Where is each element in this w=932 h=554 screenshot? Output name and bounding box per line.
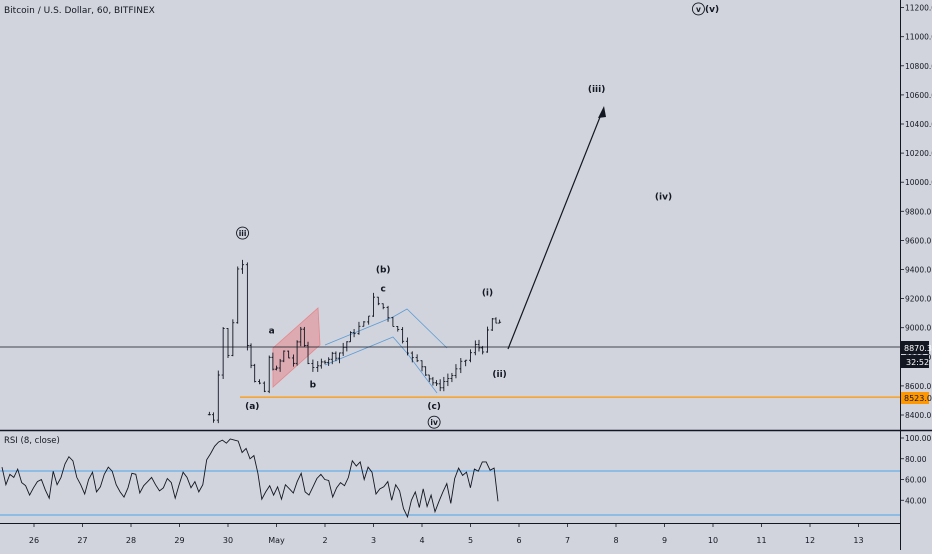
projection-line	[507, 111, 603, 350]
rsi-tick-label: 100.00	[905, 434, 931, 443]
wave-label: (b)	[376, 265, 391, 275]
wave-label: (ii)	[492, 370, 506, 380]
rsi-tick-label: 80.00	[905, 455, 927, 464]
wave-label: c	[381, 284, 386, 294]
countdown-tag-bg	[901, 355, 929, 368]
last-price-tag: 8870.3 32:52	[901, 341, 932, 368]
wave-labels-group: iii (a) a b (b) c (c) iv (i) (ii) (iii) (iv) v (v)	[236, 2, 719, 429]
wave-label: b	[310, 380, 317, 390]
time-tick-label: 2	[322, 536, 327, 545]
rsi-tick-label: 40.00	[905, 496, 927, 505]
time-axis: 26 27 28 29 30 May 2 3 4 5 6 7 8 9 10 11 12 13	[29, 523, 864, 545]
wave-label: (i)	[482, 289, 493, 299]
price-tick-label: 10800.0	[905, 62, 932, 71]
rsi-tick-label: 60.00	[905, 476, 927, 485]
time-tick-label: 3	[371, 536, 376, 545]
time-tick-label: 28	[126, 536, 136, 545]
price-tick-label: 9800.0	[905, 207, 931, 216]
wave-label: (iv)	[655, 193, 672, 203]
rsi-axis: 100.00 80.00 60.00 40.00	[900, 434, 931, 505]
price-tick-label: 9000.0	[905, 324, 931, 333]
price-tick-label: 10000.0	[905, 178, 932, 187]
last-price-tag-bg	[901, 341, 929, 354]
time-tick-label: May	[268, 536, 285, 545]
countdown-text: 32:52	[906, 358, 929, 367]
time-tick-label: 8	[613, 536, 618, 545]
chart-title: Bitcoin / U.S. Dollar, 60, BITFINEX	[4, 6, 155, 16]
time-tick-label: 4	[419, 536, 424, 545]
time-tick-label: 29	[174, 536, 184, 545]
price-tick-label: 10600.0	[905, 91, 932, 100]
price-tick-label: 10400.0	[905, 120, 932, 129]
time-tick-label: 12	[805, 536, 815, 545]
time-tick-label: 10	[708, 536, 718, 545]
wave-label-circle	[427, 415, 441, 429]
time-tick-label: 9	[662, 536, 667, 545]
price-tick-label: 8400.0	[905, 411, 931, 420]
wave-label: v	[696, 5, 701, 14]
wave-label: (iii)	[588, 85, 605, 95]
price-tick-label: 11000.0	[905, 33, 932, 42]
support-tag-bg	[901, 392, 929, 404]
support-tag-text: 8523.0	[904, 394, 932, 403]
wave-label: (v)	[705, 5, 719, 15]
wave-label: (c)	[427, 402, 441, 412]
rsi-line	[1, 438, 499, 519]
time-tick-label: 11	[756, 536, 766, 545]
candles-group	[207, 259, 502, 424]
time-tick-label: 27	[77, 536, 87, 545]
rising-channel	[272, 307, 321, 388]
price-tick-label: 10200.0	[905, 149, 932, 158]
price-tick-label: 11200.0	[905, 4, 932, 13]
time-tick-label: 30	[223, 536, 233, 545]
time-tick-label: 7	[565, 536, 570, 545]
time-tick-label: 13	[853, 536, 863, 545]
wave-label: iv	[430, 418, 438, 427]
price-tick-label: 8600.0	[905, 382, 931, 391]
price-tick-label: 9200.0	[905, 295, 931, 304]
price-tick-label: 9600.0	[905, 236, 931, 245]
wave-label-circle	[236, 226, 250, 240]
triangle-lower	[324, 336, 438, 394]
time-tick-label: 6	[516, 536, 521, 545]
arrow-head	[598, 106, 606, 118]
wave-label: (a)	[245, 402, 259, 412]
wave-label-circle	[692, 2, 705, 16]
wave-label: a	[269, 327, 275, 337]
price-tick-label: 9400.0	[905, 266, 931, 275]
projection-arrow	[507, 106, 606, 350]
rsi-title: RSI (8, close)	[4, 436, 60, 446]
last-price-text: 8870.3	[904, 344, 932, 353]
time-tick-label: 26	[29, 536, 39, 545]
time-tick-label: 5	[468, 536, 473, 545]
support-level-tag: 8523.0	[901, 392, 932, 404]
wave-label: iii	[239, 229, 247, 238]
